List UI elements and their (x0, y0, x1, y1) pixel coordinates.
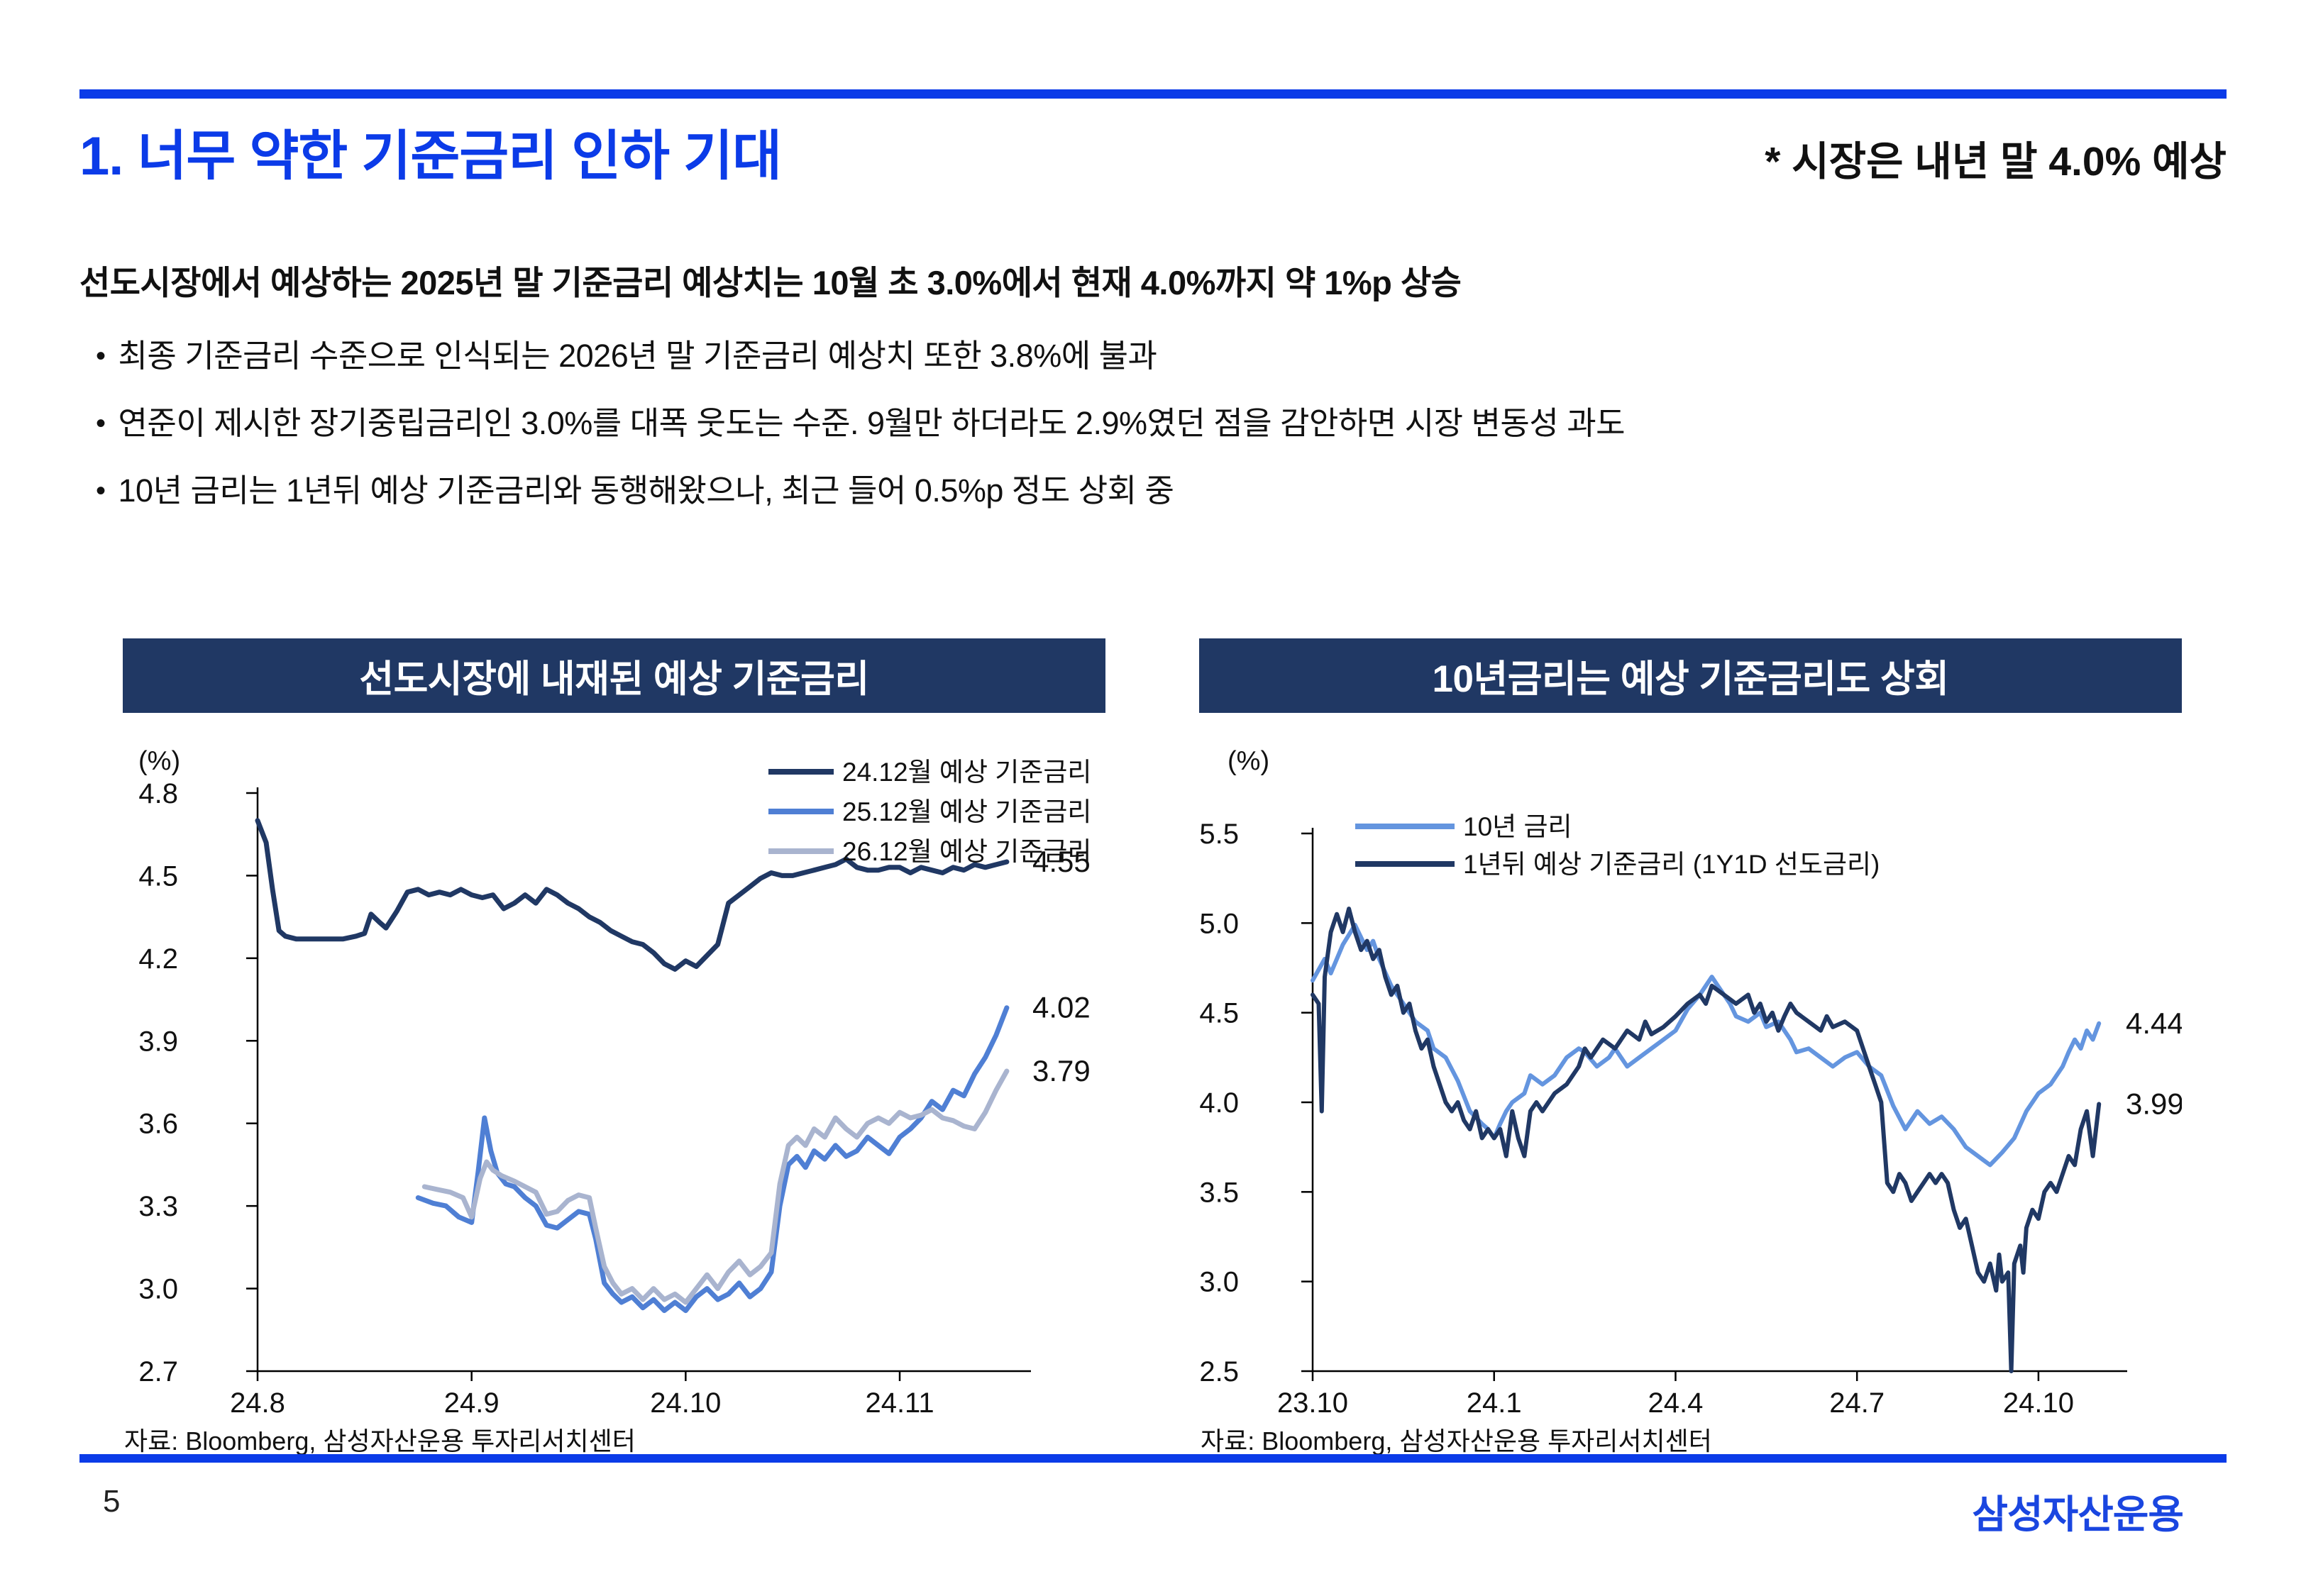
bullet-text: 최종 기준금리 수준으로 인식되는 2026년 말 기준금리 예상치 또한 3.… (118, 338, 1157, 374)
x-tick-label: 24.11 (865, 1387, 934, 1415)
header-row: 1. 너무 약한 기준금리 인하 기대 * 시장은 내년 말 4.0% 예상 (79, 112, 2227, 190)
y-tick-label: 2.5 (1199, 1356, 1239, 1387)
y-tick-label: 3.0 (138, 1274, 178, 1305)
legend-label: 1년뒤 예상 기준금리 (1Y1D 선도금리) (1463, 850, 1880, 879)
legend-label: 26.12월 예상 기준금리 (842, 837, 1091, 866)
y-tick-label: 4.8 (138, 778, 178, 809)
page-number: 5 (103, 1484, 121, 1519)
bullet-item: 10년 금리는 1년뒤 예상 기준금리와 동행해왔으나, 최근 들어 0.5%p… (96, 470, 1625, 514)
x-tick-label: 24.10 (2003, 1387, 2074, 1415)
y-tick-label: 3.9 (138, 1026, 178, 1057)
end-value-label: 4.02 (1032, 991, 1091, 1024)
x-tick-label: 24.1 (1467, 1387, 1522, 1415)
x-tick-label: 24.7 (1829, 1387, 1885, 1415)
bullet-text: 연준이 제시한 장기중립금리인 3.0%를 대폭 웃도는 수준. 9월만 하더라… (118, 405, 1626, 441)
y-tick-label: 3.6 (138, 1109, 178, 1140)
x-tick-label: 23.10 (1277, 1387, 1348, 1415)
bullet-item: 연준이 제시한 장기중립금리인 3.0%를 대폭 웃도는 수준. 9월만 하더라… (96, 402, 1626, 446)
x-tick-label: 24.4 (1648, 1387, 1704, 1415)
end-value-label: 3.79 (1032, 1054, 1091, 1087)
end-value-label: 4.44 (2126, 1007, 2182, 1040)
left-chart-source: 자료: Bloomberg, 삼성자산운용 투자리서치센터 (124, 1426, 636, 1456)
y-tick-label: 4.2 (138, 943, 178, 975)
y-tick-label: 3.3 (138, 1191, 178, 1222)
legend-label: 25.12월 예상 기준금리 (842, 797, 1091, 826)
x-tick-label: 24.10 (650, 1387, 721, 1415)
lead-text: 선도시장에서 예상하는 2025년 말 기준금리 예상치는 10월 초 3.0%… (79, 264, 1462, 301)
y-tick-label: 4.5 (1199, 998, 1239, 1029)
title-note: * 시장은 내년 말 4.0% 예상 (1765, 139, 2227, 184)
end-value-label: 3.99 (2126, 1087, 2182, 1121)
top-divider (79, 89, 2227, 99)
end-value-label: 4.55 (1032, 845, 1091, 878)
y-tick-label: 4.5 (138, 860, 178, 892)
y-tick-label: 2.7 (138, 1356, 178, 1387)
x-tick-label: 24.9 (444, 1387, 500, 1415)
x-tick-label: 24.8 (230, 1387, 285, 1415)
series-line (255, 818, 1010, 972)
bullet-item: 최종 기준금리 수준으로 인식되는 2026년 말 기준금리 예상치 또한 3.… (96, 335, 1625, 379)
unit-label: (%) (138, 746, 180, 776)
series-line (421, 1068, 1010, 1305)
series-line (1311, 922, 2102, 1168)
y-tick-label: 3.0 (1199, 1267, 1239, 1298)
right-chart-panel: 10년금리는 예상 기준금리도 상회 (%) 5.5 5.0 4.5 4.0 3.5 3.0… (1199, 638, 2182, 1461)
series-line (1311, 907, 2102, 1373)
unit-label: (%) (1228, 746, 1269, 776)
right-chart: (%) 5.5 5.0 4.5 4.0 3.5 3.0 2.5 23.10 24.1 24.4 24.… (1199, 746, 2182, 1415)
bullet-list: 최종 기준금리 수준으로 인식되는 2026년 말 기준금리 예상치 또한 3.… (96, 335, 1626, 537)
left-chart-panel: 선도시장에 내재된 예상 기준금리 (%) 4.8 4.5 4.2 3.9 3.6 3.3 3… (123, 638, 1105, 1461)
y-tick-label: 4.0 (1199, 1087, 1239, 1119)
legend-label: 24.12월 예상 기준금리 (842, 758, 1091, 787)
right-chart-source: 자료: Bloomberg, 삼성자산운용 투자리서치센터 (1201, 1426, 1712, 1456)
left-chart: (%)4.8 4.5 4.2 3.9 3.6 3.3 3.0 2.7 24.8 24.9 24.10… (138, 746, 1091, 1415)
y-tick-label: 3.5 (1199, 1177, 1239, 1208)
right-chart-title: 10년금리는 예상 기준금리도 상회 (1199, 638, 2182, 713)
page-title: 1. 너무 약한 기준금리 인하 기대 (79, 126, 782, 187)
y-tick-label: 5.5 (1199, 819, 1239, 850)
bullet-text: 10년 금리는 1년뒤 예상 기준금리와 동행해왔으나, 최근 들어 0.5%p… (118, 472, 1174, 509)
y-tick-label: 5.0 (1199, 908, 1239, 939)
series-line (415, 1005, 1010, 1314)
company-logo: 삼성자산운용 (1972, 1492, 2184, 1536)
left-chart-title: 선도시장에 내재된 예상 기준금리 (123, 638, 1105, 713)
legend-label: 10년 금리 (1463, 812, 1572, 841)
bottom-divider (79, 1454, 2227, 1463)
